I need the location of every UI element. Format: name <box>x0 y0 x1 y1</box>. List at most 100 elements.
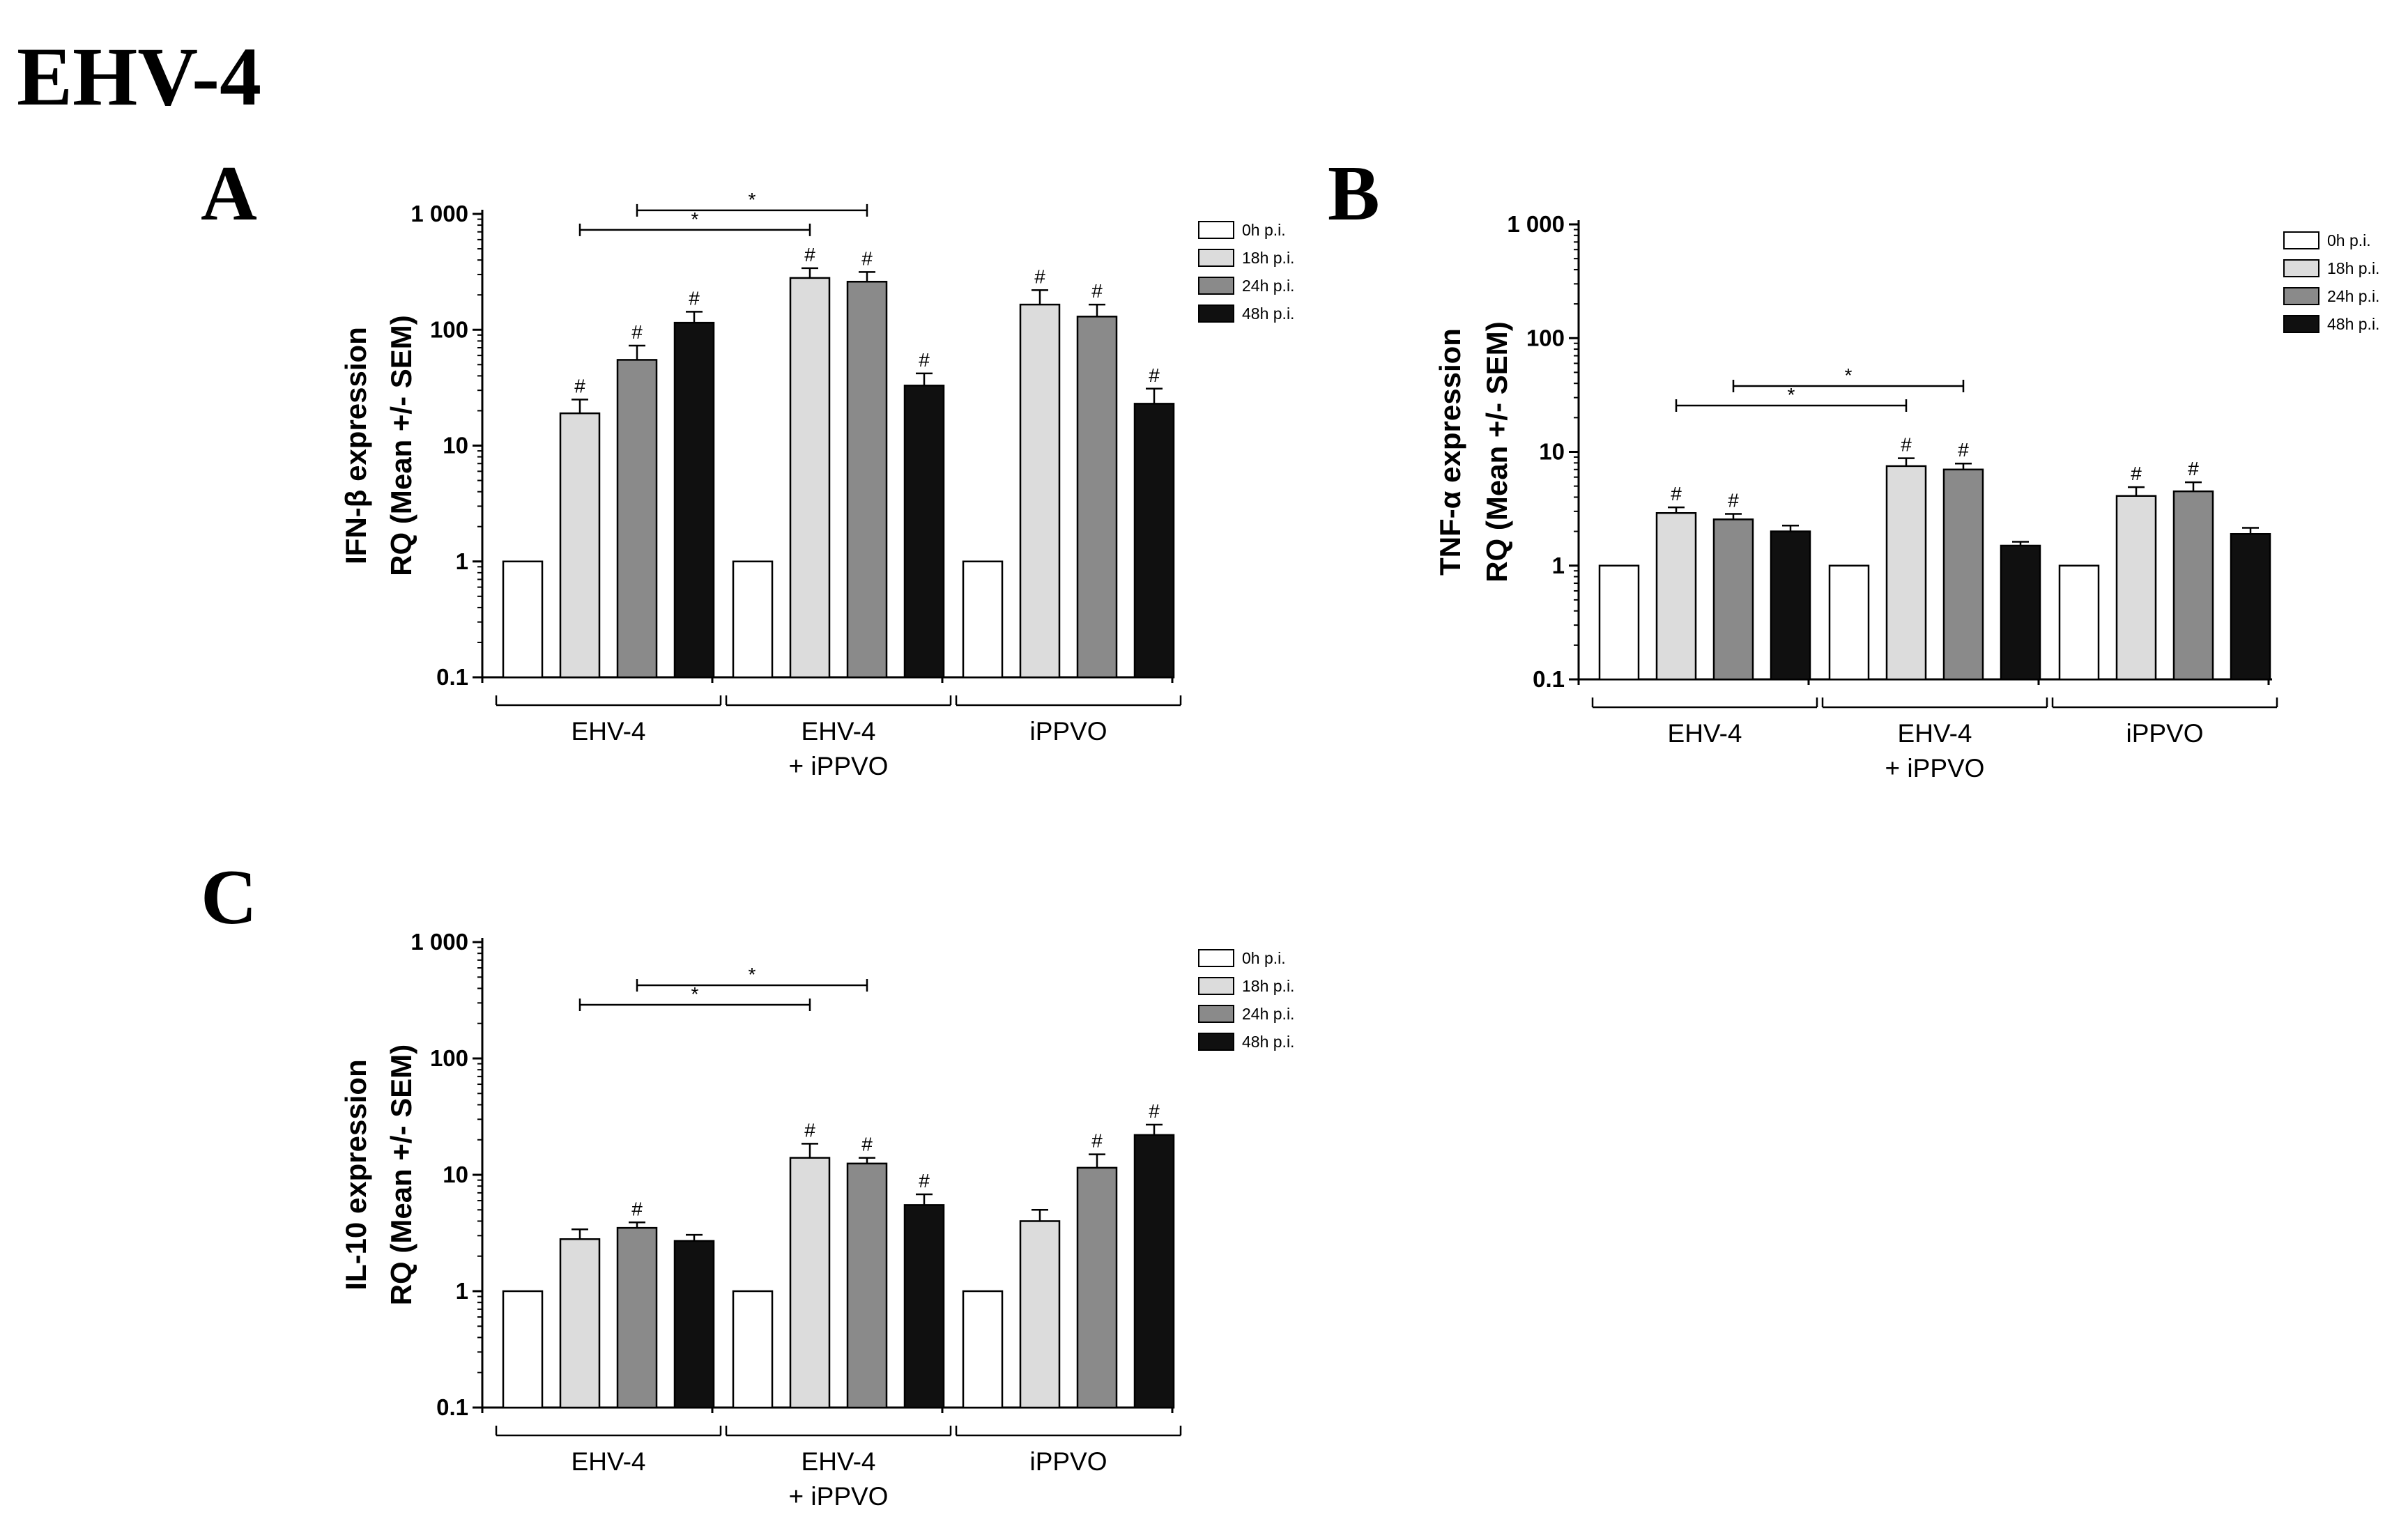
panel-letter: C <box>201 854 257 941</box>
bar <box>2000 544 2041 681</box>
panel-letter: B <box>1328 151 1380 237</box>
legend-label: 48h p.i. <box>1242 1033 1294 1051</box>
legend-swatch <box>1198 1005 1234 1023</box>
bar <box>903 1204 945 1409</box>
comparison-label: * <box>1788 384 1795 406</box>
bar <box>903 385 945 679</box>
y-tick-label: 1 000 <box>1507 211 1565 237</box>
bar <box>846 281 888 679</box>
bar <box>616 1226 658 1409</box>
significance-mark: # <box>861 1134 873 1155</box>
category-label: + iPPVO <box>789 752 889 780</box>
bar <box>2172 490 2214 681</box>
bar <box>732 1290 774 1409</box>
panel-a: A IFN-β expression RQ (Mean +/- SEM) 0.1 1 10… <box>201 151 1294 780</box>
bar <box>1828 564 1870 681</box>
bar <box>732 560 774 679</box>
bar <box>1885 465 1927 681</box>
significance-mark: # <box>1091 1130 1103 1152</box>
bar <box>1598 564 1640 681</box>
bar <box>559 1238 601 1409</box>
significance-mark: # <box>861 247 873 269</box>
panel-c: C IL-10 expression RQ (Mean +/- SEM) 0.1 1 10… <box>201 854 1294 1511</box>
comparison-label: * <box>691 983 699 1005</box>
comparison-label: * <box>749 964 756 985</box>
category-label: iPPVO <box>2126 719 2203 748</box>
panel-b: B TNF-α expression RQ (Mean +/- SEM) 0.1 1 10… <box>1328 151 2379 783</box>
comparison-label: * <box>1845 364 1853 386</box>
y-tick-label: 1 <box>1552 553 1565 578</box>
bar <box>962 1290 1004 1409</box>
significance-mark: # <box>689 287 700 309</box>
y-tick-label: 10 <box>443 433 468 458</box>
legend-label: 0h p.i. <box>2327 231 2371 249</box>
significance-mark: # <box>1728 489 1739 511</box>
y-axis-title: RQ (Mean +/- SEM) <box>1480 321 1513 583</box>
legend-swatch <box>1198 305 1234 323</box>
bar <box>846 1162 888 1409</box>
legend-swatch <box>1198 221 1234 239</box>
legend-label: 18h p.i. <box>2327 259 2379 277</box>
significance-mark: # <box>2131 463 2142 484</box>
significance-mark: # <box>1671 483 1682 504</box>
category-label: EHV-4 <box>802 1447 876 1476</box>
y-tick-label: 10 <box>443 1162 468 1187</box>
bar <box>673 1240 715 1409</box>
significance-mark: # <box>631 1198 643 1219</box>
bar <box>1133 1134 1175 1409</box>
bar <box>616 359 658 679</box>
legend-label: 0h p.i. <box>1242 221 1286 239</box>
bar <box>789 1157 831 1409</box>
legend-swatch <box>2283 287 2319 305</box>
legend-label: 18h p.i. <box>1242 977 1294 995</box>
bar <box>2115 495 2157 681</box>
figure-title: EHV-4 <box>17 30 261 123</box>
legend-label: 18h p.i. <box>1242 249 1294 267</box>
significance-mark: # <box>574 375 585 396</box>
legend-label: 24h p.i. <box>1242 277 1294 295</box>
bar <box>1770 530 1811 681</box>
bar <box>2230 532 2271 681</box>
significance-mark: # <box>919 1170 930 1192</box>
y-tick-label: 100 <box>430 316 468 342</box>
legend-swatch <box>2283 231 2319 249</box>
bar <box>1712 518 1754 681</box>
bar <box>962 560 1004 679</box>
category-label: EHV-4 <box>572 1447 646 1476</box>
significance-mark: # <box>804 244 815 265</box>
bar <box>1019 303 1061 679</box>
comparison-label: * <box>749 189 756 210</box>
y-axis-title: IL-10 expression <box>339 1059 372 1290</box>
significance-mark: # <box>1091 280 1103 302</box>
significance-mark: # <box>1034 265 1045 287</box>
panel-letter: A <box>201 151 257 237</box>
legend-label: 24h p.i. <box>2327 287 2379 305</box>
bar <box>502 560 544 679</box>
y-tick-label: 100 <box>1526 325 1565 350</box>
category-label: + iPPVO <box>1885 754 1985 783</box>
legend-swatch <box>1198 1033 1234 1051</box>
legend-label: 48h p.i. <box>1242 305 1294 323</box>
category-label: EHV-4 <box>572 717 646 746</box>
bar <box>1019 1220 1061 1409</box>
y-tick-label: 0.1 <box>436 664 468 690</box>
category-label: EHV-4 <box>802 717 876 746</box>
bar <box>673 321 715 679</box>
y-tick-label: 1 000 <box>411 929 468 955</box>
legend-swatch <box>1198 949 1234 967</box>
bar <box>502 1290 544 1409</box>
category-label: iPPVO <box>1029 1447 1107 1476</box>
significance-mark: # <box>1958 439 1969 461</box>
y-axis-title: RQ (Mean +/- SEM) <box>385 315 417 576</box>
category-label: EHV-4 <box>1668 719 1742 748</box>
bar <box>559 412 601 679</box>
significance-mark: # <box>631 321 643 343</box>
significance-mark: # <box>919 349 930 371</box>
y-tick-label: 100 <box>430 1045 468 1071</box>
bar <box>1076 1166 1118 1409</box>
bar <box>1655 512 1697 681</box>
legend-swatch <box>2283 259 2319 277</box>
comparison-label: * <box>691 208 699 230</box>
legend-label: 0h p.i. <box>1242 949 1286 967</box>
